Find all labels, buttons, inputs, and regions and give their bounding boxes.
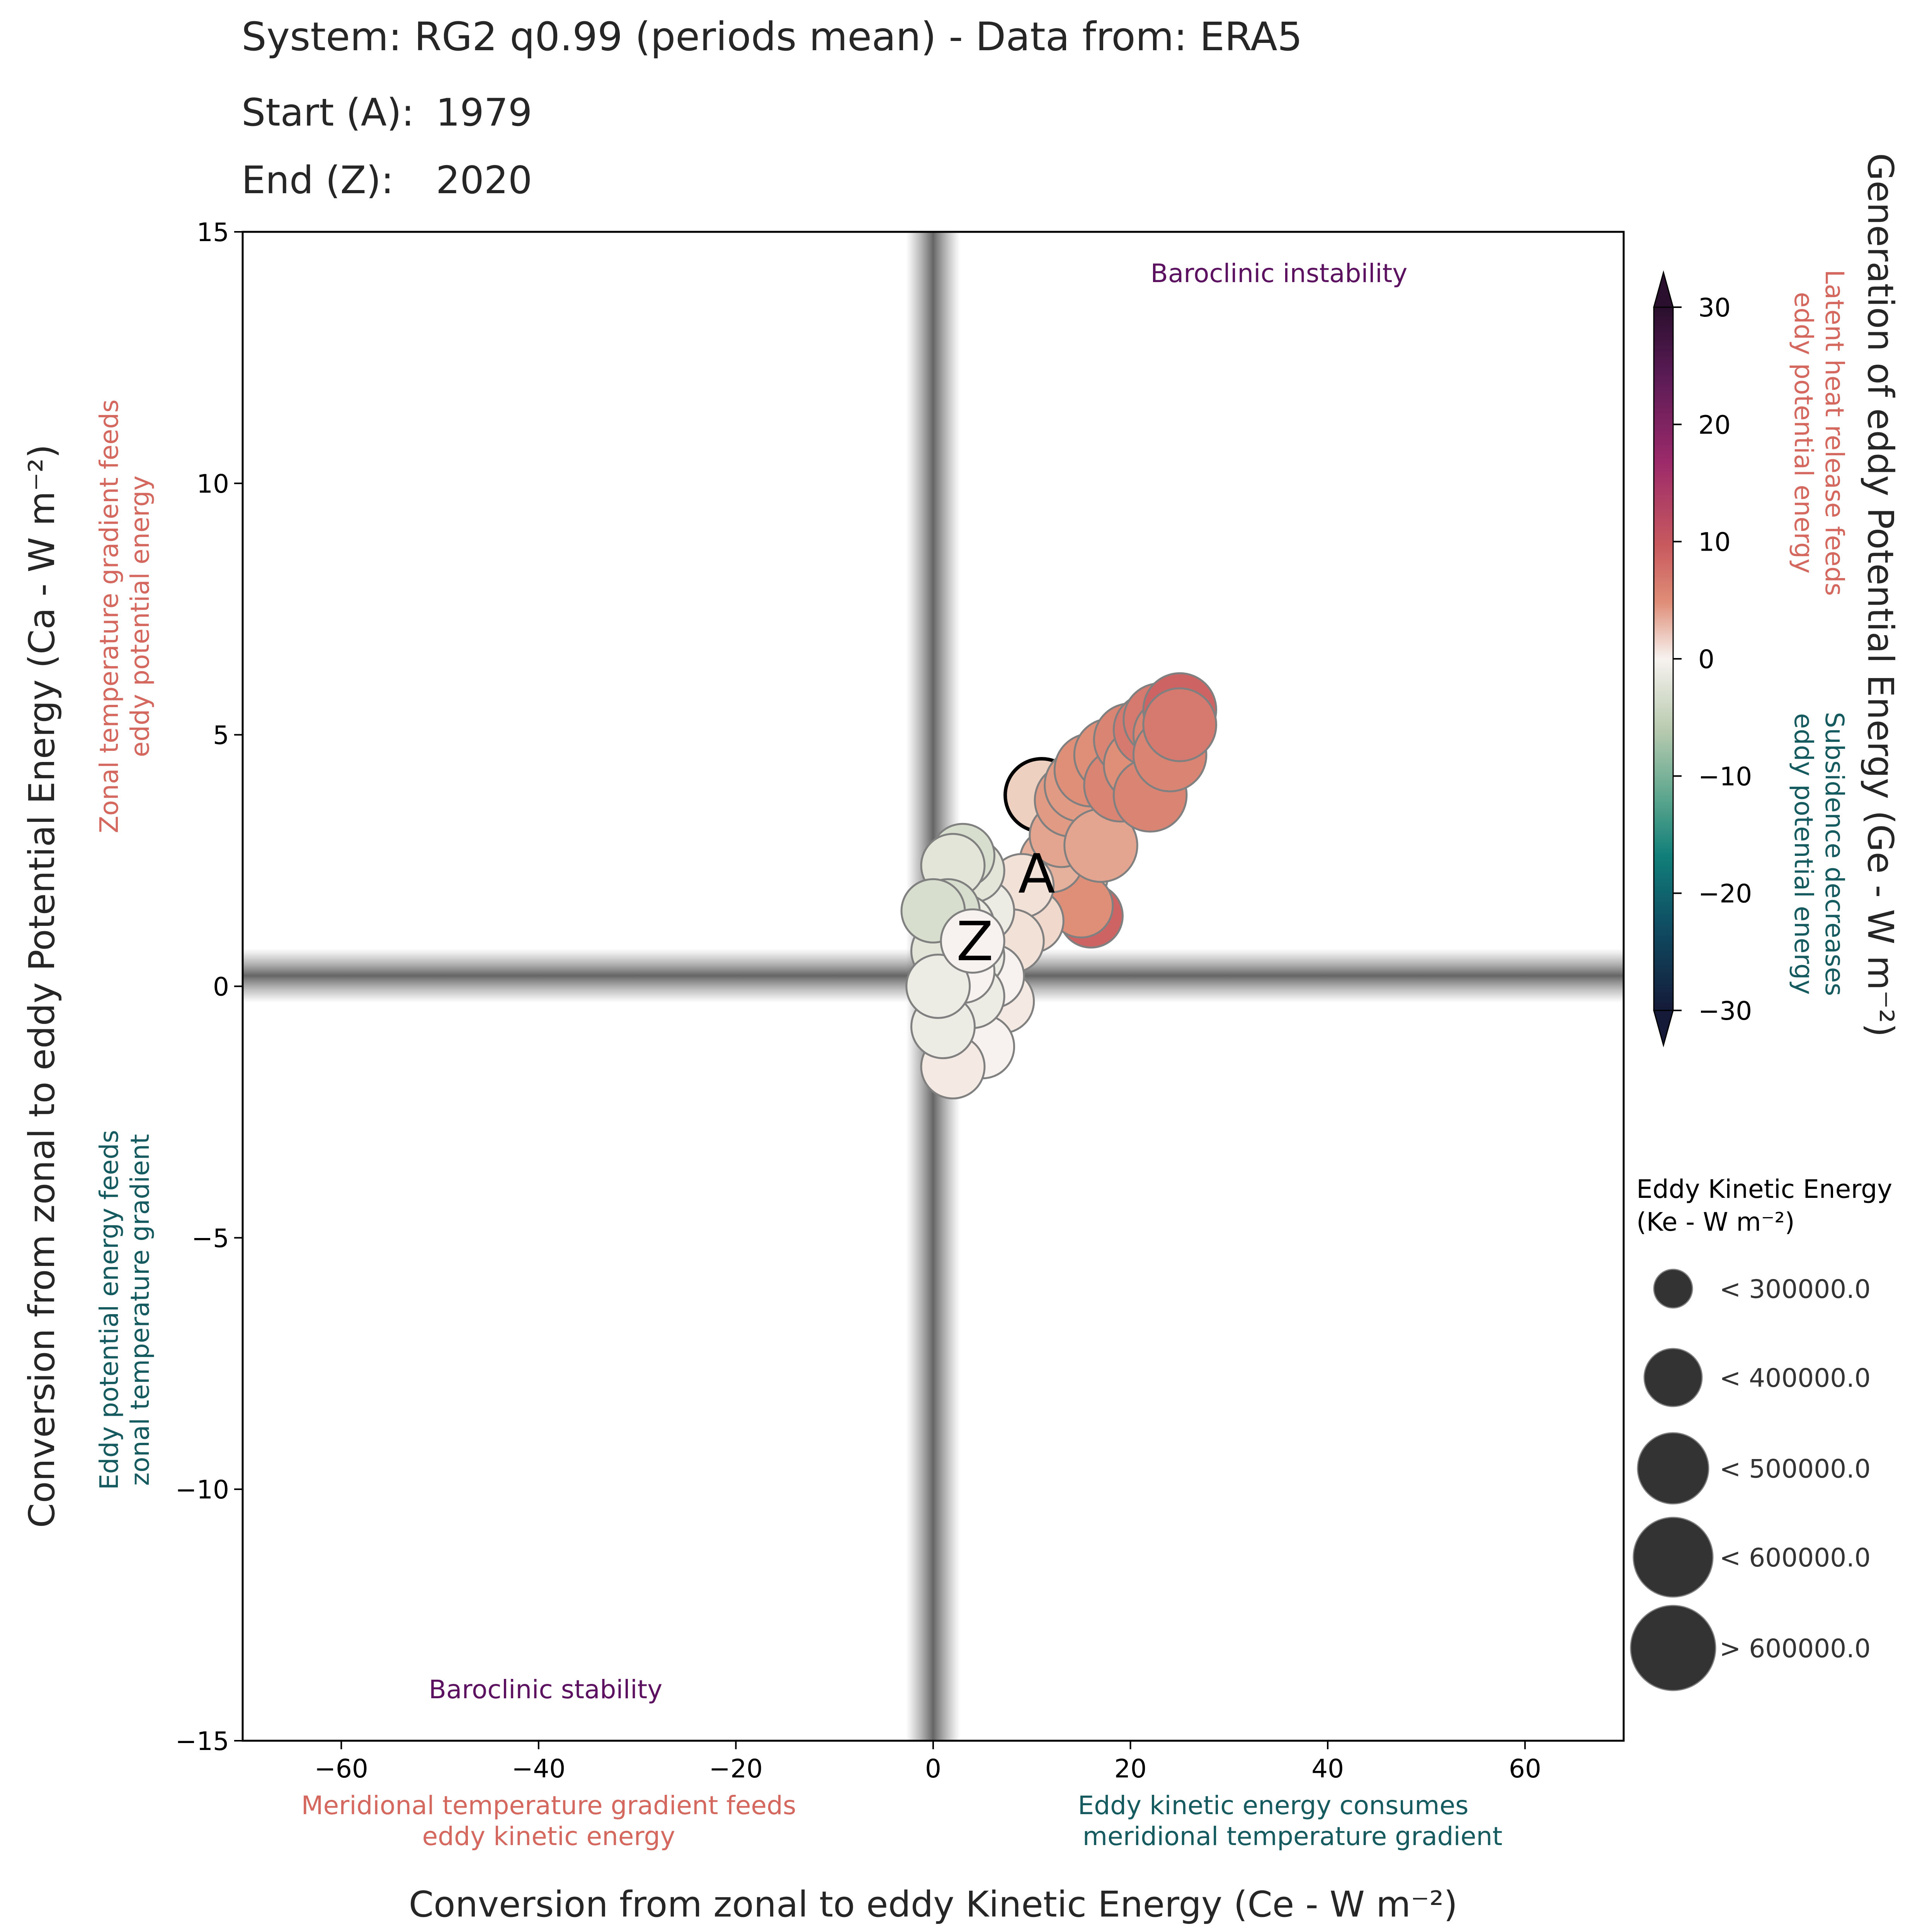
colorbar-tick-label: −10 xyxy=(1698,762,1752,791)
start-marker-label: A xyxy=(1018,843,1055,906)
x-tick-label: −60 xyxy=(315,1754,368,1784)
colorbar-ticks: 30 20 10 0 −10 −20 −30 xyxy=(1673,293,1752,1026)
end-value: 2020 xyxy=(436,158,532,202)
colorbar-positive-note-line2: eddy potential energy xyxy=(1789,292,1818,574)
x-tick-label: 60 xyxy=(1509,1754,1541,1784)
colorbar-tick-label: 0 xyxy=(1698,645,1714,674)
colorbar-negative-note-line1: Subsidence decreases xyxy=(1820,712,1849,996)
x-negative-note-line2: eddy kinetic energy xyxy=(422,1821,675,1851)
size-legend-marker xyxy=(1630,1605,1716,1691)
colorbar-tick-label: 10 xyxy=(1698,527,1731,557)
y-positive-note-line2: eddy potential energy xyxy=(125,476,155,757)
start-value: 1979 xyxy=(436,91,532,135)
colorbar-extend-bottom xyxy=(1653,1010,1674,1048)
x-tick-label: −40 xyxy=(512,1754,565,1784)
size-legend-marker xyxy=(1653,1269,1693,1309)
end-label: End (Z): xyxy=(242,158,394,202)
scatter-point xyxy=(1142,687,1218,762)
y-tick-label: 10 xyxy=(197,469,229,499)
size-legend-label: > 600000.0 xyxy=(1719,1634,1871,1663)
size-legend-label: < 600000.0 xyxy=(1719,1543,1871,1573)
x-negative-note-line1: Meridional temperature gradient feeds xyxy=(301,1791,796,1820)
colorbar-extend-top xyxy=(1653,270,1674,308)
y-tick-label: −5 xyxy=(192,1223,229,1253)
x-axis-title: Conversion from zonal to eddy Kinetic En… xyxy=(409,1884,1458,1925)
size-legend-marker xyxy=(1643,1348,1703,1407)
colorbar-title: Generation of eddy Potential Energy (Ge … xyxy=(1860,153,1901,1037)
size-legend: < 300000.0 < 400000.0 < 500000.0 < 600000.0… xyxy=(1630,1269,1871,1691)
scatter-point xyxy=(940,908,1005,974)
colorbar-tick-label: 30 xyxy=(1698,293,1731,323)
colorbar-tick-label: −30 xyxy=(1698,996,1752,1026)
scatter-point xyxy=(905,954,971,1019)
y-tick-label: −15 xyxy=(175,1726,229,1756)
quadrant-label-instability: Baroclinic instability xyxy=(1151,259,1408,288)
size-legend-marker xyxy=(1633,1517,1714,1598)
size-legend-title-line1: Eddy Kinetic Energy xyxy=(1636,1174,1892,1204)
x-tick-label: 40 xyxy=(1311,1754,1344,1784)
y-tick-label: 5 xyxy=(213,721,229,750)
y-axis-title: Conversion from zonal to eddy Potential … xyxy=(21,444,63,1528)
y-tick-label: −10 xyxy=(175,1475,229,1505)
size-legend-label: < 500000.0 xyxy=(1719,1454,1871,1484)
colorbar-positive-note-line1: Latent heat release feeds xyxy=(1820,270,1849,596)
scatter-points xyxy=(900,672,1218,1100)
colorbar xyxy=(1653,306,1674,1011)
start-label: Start (A): xyxy=(242,91,414,135)
quadrant-label-stability: Baroclinic stability xyxy=(429,1675,663,1704)
size-legend-label: < 300000.0 xyxy=(1719,1274,1871,1304)
colorbar-tick-label: 20 xyxy=(1698,410,1731,440)
size-legend-label: < 400000.0 xyxy=(1719,1363,1871,1393)
y-axis-ticks: −15 −10 −5 0 5 10 15 xyxy=(175,218,243,1756)
colorbar-tick-label: −20 xyxy=(1698,879,1752,909)
y-tick-label: 0 xyxy=(213,972,229,1002)
size-legend-title-line2: (Ke - W m⁻²) xyxy=(1636,1207,1795,1237)
x-tick-label: −20 xyxy=(709,1754,763,1784)
x-tick-label: 20 xyxy=(1114,1754,1147,1784)
y-negative-note-line1: Eddy potential energy feeds xyxy=(94,1130,124,1490)
chart-title: System: RG2 q0.99 (periods mean) - Data … xyxy=(242,14,1303,60)
x-axis-ticks: −60 −40 −20 0 20 40 60 xyxy=(315,1741,1541,1784)
x-positive-note-line1: Eddy kinetic energy consumes xyxy=(1078,1791,1469,1820)
end-marker-label: Z xyxy=(956,910,993,973)
y-tick-label: 15 xyxy=(197,218,229,247)
y-positive-note-line1: Zonal temperature gradient feeds xyxy=(94,400,124,833)
y-negative-note-line2: zonal temperature gradient xyxy=(125,1134,155,1486)
x-positive-note-line2: meridional temperature gradient xyxy=(1083,1821,1502,1851)
size-legend-marker xyxy=(1637,1432,1709,1505)
x-tick-label: 0 xyxy=(925,1754,941,1784)
colorbar-negative-note-line2: eddy potential energy xyxy=(1789,713,1818,995)
